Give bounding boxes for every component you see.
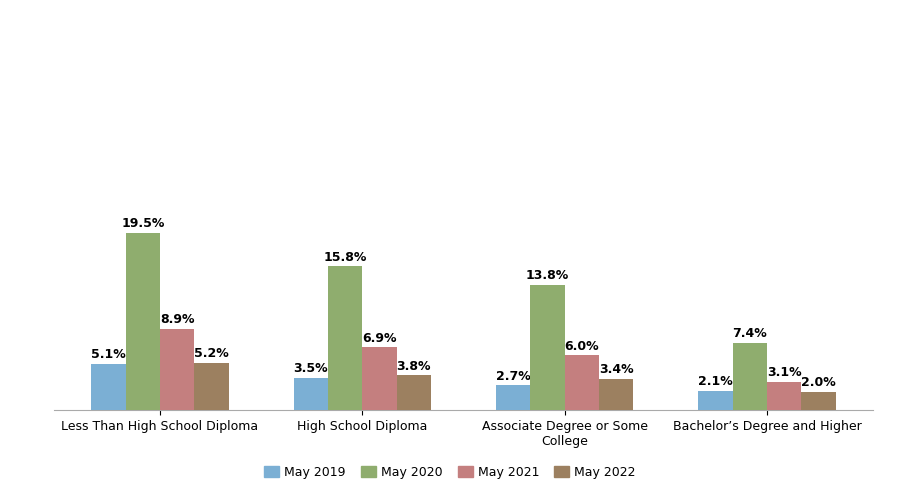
Bar — [91, 364, 126, 410]
Text: 3.4%: 3.4% — [598, 364, 634, 376]
Bar — [733, 342, 767, 410]
Bar — [126, 232, 160, 410]
Text: 5.2%: 5.2% — [194, 347, 229, 360]
Bar — [698, 391, 733, 410]
Text: 15.8%: 15.8% — [323, 250, 367, 264]
Bar — [328, 266, 363, 410]
Bar — [599, 379, 634, 410]
Text: 2.1%: 2.1% — [698, 375, 733, 388]
Bar — [530, 284, 564, 410]
Text: 5.1%: 5.1% — [91, 348, 126, 361]
Bar — [293, 378, 328, 410]
Bar — [801, 392, 836, 410]
Text: 19.5%: 19.5% — [122, 217, 165, 230]
Bar — [160, 329, 194, 410]
Text: 7.4%: 7.4% — [733, 327, 767, 340]
Bar — [767, 382, 801, 410]
Bar — [363, 348, 397, 410]
Bar — [564, 356, 599, 410]
Text: 3.1%: 3.1% — [767, 366, 802, 379]
Text: 3.5%: 3.5% — [293, 362, 328, 376]
Text: 2.7%: 2.7% — [496, 370, 530, 382]
Text: 13.8%: 13.8% — [526, 269, 569, 282]
Text: 2.0%: 2.0% — [801, 376, 836, 389]
Bar — [496, 386, 530, 410]
Bar — [194, 362, 229, 410]
Bar — [397, 376, 431, 410]
Text: 8.9%: 8.9% — [160, 314, 194, 326]
Text: 6.9%: 6.9% — [363, 332, 397, 344]
Legend: May 2019, May 2020, May 2021, May 2022: May 2019, May 2020, May 2021, May 2022 — [259, 461, 641, 484]
Text: 3.8%: 3.8% — [397, 360, 431, 372]
Text: 6.0%: 6.0% — [564, 340, 599, 352]
